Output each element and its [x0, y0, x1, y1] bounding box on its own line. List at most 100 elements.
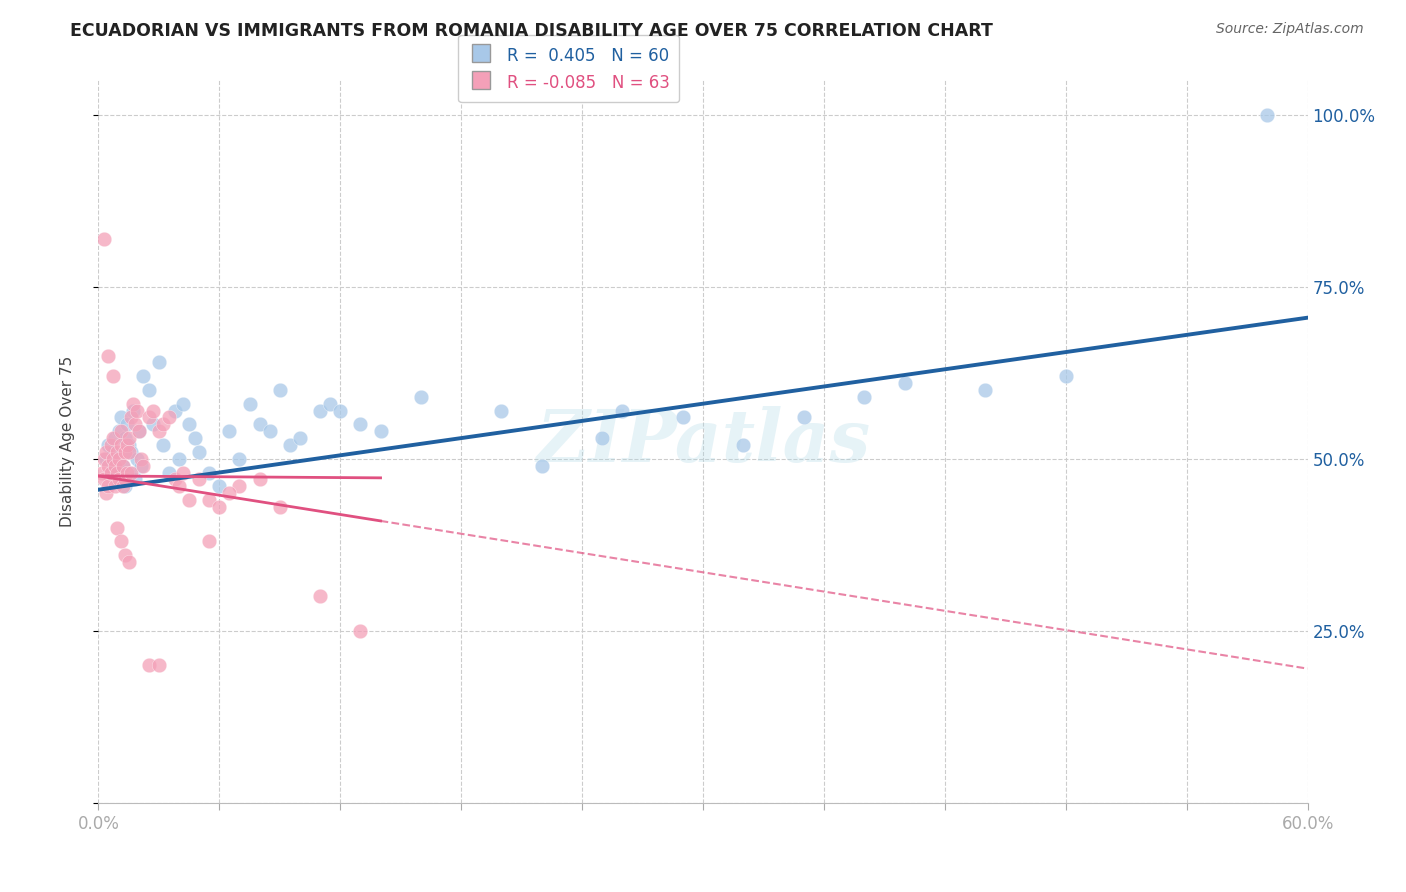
Point: [172, 466, 194, 480]
Point: [733, 438, 755, 452]
Point: [129, 458, 152, 473]
Point: [100, 438, 122, 452]
Point: [228, 479, 250, 493]
Point: [118, 445, 141, 459]
Point: [101, 451, 124, 466]
Point: [103, 458, 125, 473]
Point: [198, 466, 221, 480]
Point: [101, 369, 124, 384]
Point: [218, 486, 240, 500]
Point: [142, 403, 165, 417]
Point: [93, 451, 115, 466]
Point: [128, 424, 150, 438]
Point: [110, 534, 132, 549]
Y-axis label: Disability Age Over 75: Disability Age Over 75: [60, 356, 75, 527]
Point: [179, 493, 201, 508]
Point: [110, 410, 132, 425]
Point: [612, 403, 634, 417]
Point: [349, 417, 371, 432]
Point: [672, 410, 695, 425]
Point: [120, 410, 142, 425]
Point: [163, 403, 186, 417]
Point: [974, 383, 997, 397]
Point: [249, 417, 271, 432]
Point: [349, 624, 371, 638]
Point: [167, 479, 190, 493]
Point: [152, 438, 174, 452]
Point: [188, 472, 211, 486]
Point: [105, 520, 128, 534]
Point: [111, 479, 134, 493]
Point: [163, 472, 186, 486]
Point: [132, 369, 155, 384]
Text: ZIPatlas: ZIPatlas: [536, 406, 870, 477]
Point: [97, 458, 120, 473]
Point: [125, 403, 148, 417]
Point: [97, 479, 120, 493]
Point: [128, 424, 150, 438]
Point: [103, 431, 125, 445]
Point: [118, 438, 141, 452]
Point: [111, 458, 134, 473]
Point: [114, 548, 136, 562]
Point: [157, 410, 180, 425]
Point: [148, 424, 170, 438]
Point: [239, 397, 262, 411]
Point: [208, 500, 231, 514]
Point: [97, 438, 120, 452]
Point: [121, 397, 143, 411]
Point: [96, 486, 118, 500]
Point: [269, 500, 291, 514]
Point: [110, 438, 132, 452]
Point: [107, 451, 129, 466]
Point: [138, 383, 160, 397]
Point: [218, 424, 240, 438]
Point: [114, 479, 136, 493]
Point: [269, 383, 291, 397]
Point: [184, 431, 207, 445]
Point: [91, 466, 114, 480]
Point: [118, 431, 141, 445]
Point: [105, 445, 128, 459]
Point: [179, 417, 201, 432]
Point: [1256, 108, 1278, 122]
Point: [491, 403, 513, 417]
Point: [319, 397, 342, 411]
Point: [893, 376, 915, 390]
Point: [259, 424, 281, 438]
Point: [124, 417, 146, 432]
Point: [101, 431, 124, 445]
Point: [188, 445, 211, 459]
Point: [148, 355, 170, 369]
Point: [107, 472, 129, 486]
Point: [198, 493, 221, 508]
Point: [115, 438, 138, 452]
Point: [93, 231, 115, 245]
Point: [853, 390, 876, 404]
Point: [138, 410, 160, 425]
Point: [172, 397, 194, 411]
Point: [249, 472, 271, 486]
Point: [142, 417, 165, 432]
Point: [124, 472, 146, 486]
Point: [793, 410, 815, 425]
Point: [530, 458, 553, 473]
Text: ECUADORIAN VS IMMIGRANTS FROM ROMANIA DISABILITY AGE OVER 75 CORRELATION CHART: ECUADORIAN VS IMMIGRANTS FROM ROMANIA DI…: [70, 22, 993, 40]
Point: [121, 403, 143, 417]
Point: [120, 445, 142, 459]
Text: Source: ZipAtlas.com: Source: ZipAtlas.com: [1216, 22, 1364, 37]
Point: [132, 458, 155, 473]
Point: [105, 466, 128, 480]
Point: [148, 658, 170, 673]
Point: [288, 431, 311, 445]
Point: [118, 466, 141, 480]
Point: [228, 451, 250, 466]
Point: [114, 472, 136, 486]
Point: [114, 431, 136, 445]
Point: [96, 451, 118, 466]
Point: [129, 451, 152, 466]
Point: [1054, 369, 1077, 384]
Point: [370, 424, 392, 438]
Point: [208, 479, 231, 493]
Point: [138, 658, 160, 673]
